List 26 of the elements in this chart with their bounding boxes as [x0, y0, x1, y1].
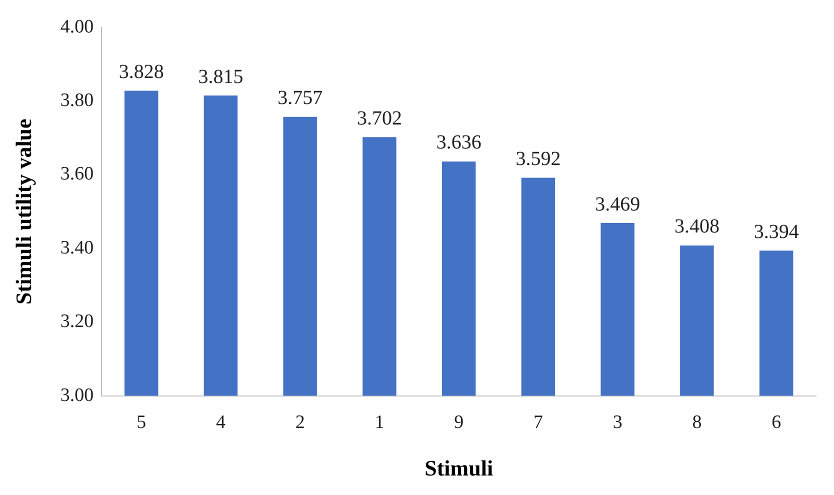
data-label: 3.469	[595, 193, 640, 216]
data-label: 3.636	[436, 132, 482, 154]
x-tick-label: 9	[454, 412, 464, 434]
x-tick-label: 5	[136, 412, 146, 434]
x-tick-label: 6	[772, 412, 782, 434]
data-label: 3.828	[118, 61, 164, 84]
data-label: 3.815	[198, 66, 244, 88]
y-tick-label: 3.20	[60, 311, 94, 332]
x-tick-label: 7	[533, 412, 543, 434]
y-tick-label: 3.60	[60, 164, 94, 185]
y-axis-title: Stimuli utility value	[10, 118, 36, 304]
y-tick-label: 3.00	[60, 384, 94, 406]
x-axis-title: Stimuli	[424, 455, 494, 480]
data-label: 3.408	[674, 216, 720, 238]
x-tick-label: 1	[374, 412, 384, 434]
x-tick-label: 4	[216, 412, 226, 434]
x-tick-label: 8	[692, 412, 702, 434]
data-label: 3.702	[356, 107, 402, 130]
data-label: 3.757	[278, 87, 323, 110]
x-tick-label: 3	[612, 412, 622, 434]
y-tick-label: 3.40	[60, 237, 94, 258]
data-label: 3.592	[516, 148, 561, 170]
x-tick-label: 2	[295, 412, 305, 434]
y-tick-label: 4.00	[60, 16, 94, 38]
data-label: 3.394	[754, 220, 799, 243]
y-tick-label: 3.80	[60, 90, 94, 112]
